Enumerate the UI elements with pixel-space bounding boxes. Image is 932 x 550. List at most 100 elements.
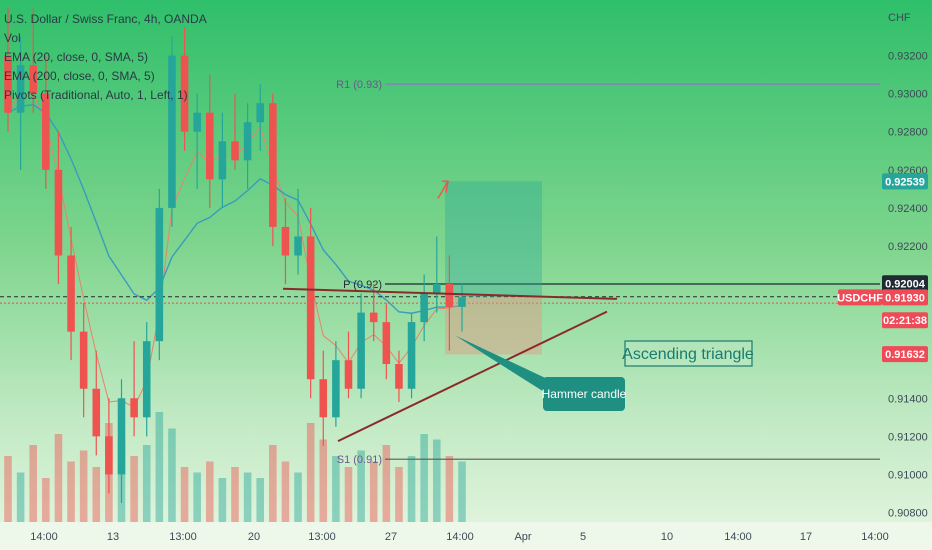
currency-label: CHF — [888, 12, 911, 24]
indicator-ema20[interactable]: EMA (20, close, 0, SMA, 5) — [4, 50, 149, 64]
candlesticks — [4, 8, 466, 503]
candle-body — [168, 55, 176, 208]
chart-legend: U.S. Dollar / Swiss Franc, 4h, OANDA Vol… — [4, 10, 207, 105]
resistance-trendline — [282, 287, 618, 300]
volume-bar — [205, 461, 214, 522]
volume-bar — [218, 478, 227, 522]
volume-bar — [319, 439, 328, 522]
volume-bar — [369, 461, 378, 522]
candle-body — [117, 398, 126, 475]
indicator-pivots[interactable]: Pivots (Traditional, Auto, 1, Left, 1) — [4, 88, 188, 102]
annotation-labels[interactable]: Ascending triangle Hammer candle — [542, 340, 754, 411]
candle-body — [319, 379, 328, 418]
projection-arrowhead — [442, 180, 449, 193]
candle-body — [256, 103, 265, 123]
volume-bar — [458, 461, 466, 522]
volume-bar — [231, 467, 239, 522]
candle-body — [16, 65, 25, 113]
candle-body — [382, 322, 391, 364]
volume-bar — [294, 472, 302, 522]
x-tick-label: 20 — [248, 531, 260, 543]
volume-bar — [54, 434, 63, 522]
candle-body — [445, 284, 454, 307]
candle-body — [29, 65, 38, 94]
volume-bar — [256, 478, 265, 522]
candle-body — [243, 122, 252, 161]
candle-body — [130, 398, 138, 418]
x-tick-label: 13:00 — [308, 531, 336, 543]
chart-title[interactable]: U.S. Dollar / Swiss Franc, 4h, OANDA — [4, 12, 207, 26]
x-tick-label: 14:00 — [724, 531, 752, 543]
candle-body — [231, 141, 239, 161]
volume-bar — [168, 428, 176, 522]
x-tick-label: Apr — [514, 531, 531, 543]
price-tag — [882, 346, 928, 363]
time-axis[interactable]: 14:00 13 13:00 20 13:00 27 14:00 Apr 5 10 14:00 17 1… — [0, 522, 932, 550]
volume-bar — [92, 467, 101, 522]
candle-body — [180, 55, 189, 132]
volume-bar — [42, 478, 50, 522]
candle-body — [54, 169, 63, 256]
time-axis-bg — [0, 522, 932, 550]
volume-bar — [243, 472, 252, 522]
volume-bar — [142, 445, 151, 522]
candle-body — [79, 331, 88, 389]
y-tick-label: 0.91200 — [888, 431, 928, 443]
price-tag-label: 0.91632 — [885, 349, 925, 361]
volume-bar — [432, 439, 441, 522]
pivot-lines: R1 (0.93) P (0.92) S1 (0.91) — [0, 79, 880, 466]
y-tick-label: 0.91000 — [888, 469, 928, 481]
volume-bar — [332, 456, 340, 522]
volume-bar — [130, 456, 138, 522]
candle-body — [344, 360, 353, 389]
pattern-label-box — [624, 340, 753, 367]
volume-bar — [407, 456, 416, 522]
indicator-vol[interactable]: Vol — [4, 31, 21, 45]
candle-body — [193, 112, 201, 132]
callout-text: Hammer candle — [542, 387, 627, 401]
x-tick-label: 13 — [107, 531, 119, 543]
volume-bar — [269, 445, 277, 522]
candle-body — [369, 312, 378, 323]
candle-body — [332, 360, 340, 418]
y-tick-label: 0.92800 — [888, 127, 928, 139]
x-tick-label: 14:00 — [30, 531, 58, 543]
y-tick-label: 0.93200 — [888, 51, 928, 63]
candle-body — [155, 207, 164, 342]
volume-bars — [4, 412, 466, 522]
y-tick-label: 0.91400 — [888, 393, 928, 405]
volume-bar — [344, 467, 353, 522]
candle-body — [42, 93, 50, 170]
price-tag — [882, 312, 928, 329]
candle-body — [458, 297, 466, 307]
price-tag-label: 02:21:38 — [883, 315, 927, 327]
price-tag — [882, 289, 928, 306]
volume-bar — [29, 445, 38, 522]
target-zone — [445, 181, 542, 297]
candle-body — [395, 363, 403, 389]
x-tick-label: 27 — [385, 531, 397, 543]
volume-bar — [357, 450, 365, 522]
candle-body — [357, 312, 365, 389]
candle-body — [105, 436, 113, 475]
volume-bar — [4, 456, 12, 522]
x-tick-label: 5 — [580, 531, 586, 543]
candle-body — [67, 255, 75, 332]
volume-bar — [155, 412, 164, 522]
y-tick-label: 0.90800 — [888, 507, 928, 519]
indicator-ema200[interactable]: EMA (200, close, 0, SMA, 5) — [4, 69, 155, 83]
trend-drawings[interactable] — [282, 180, 618, 442]
volume-bar — [445, 456, 454, 522]
callout-box — [543, 377, 625, 411]
price-axis[interactable]: CHF0.932000.930000.928000.926000.924000.… — [837, 12, 928, 519]
price-tag — [882, 275, 928, 292]
candle-body — [142, 341, 151, 418]
candle-body — [420, 293, 428, 323]
y-tick-label: 0.92400 — [888, 203, 928, 215]
candle-body — [4, 55, 12, 113]
volume-bar — [395, 467, 403, 522]
volume-bar — [382, 445, 391, 522]
callout-pointer — [455, 335, 548, 393]
